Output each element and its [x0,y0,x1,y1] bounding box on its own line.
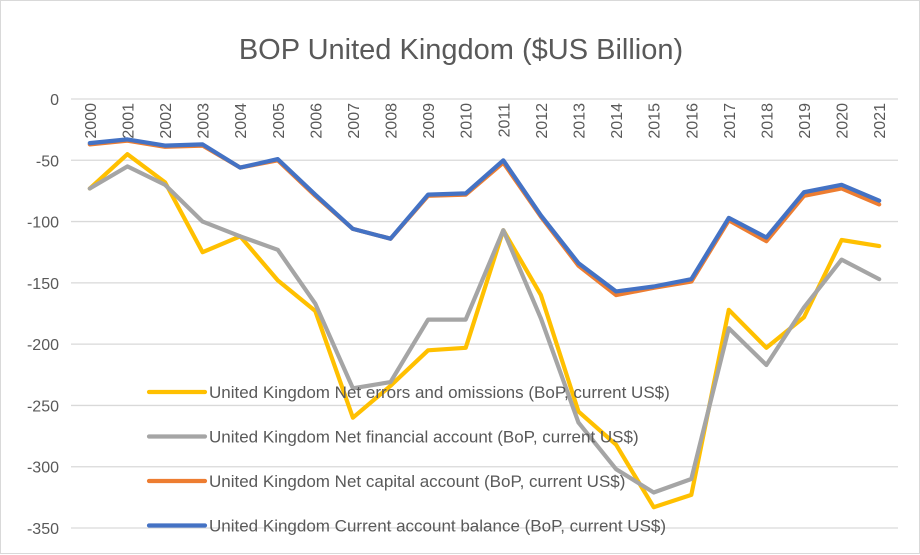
y-tick-label: -350 [27,521,59,538]
x-tick-label: 2017 [722,103,739,139]
legend-label: United Kingdom Net financial account (Bo… [209,428,639,447]
x-axis-ticks: 2000 2001 2002 2003 2004 2005 2006 2007 2008 2009… [83,103,889,139]
x-tick-label: 2015 [647,103,664,139]
y-tick-label: -150 [27,276,59,293]
series-line-3 [90,154,879,507]
x-tick-label: 2016 [684,103,701,139]
x-tick-label: 2014 [609,103,626,139]
x-tick-label: 2021 [872,103,889,139]
series-line-0 [90,139,879,291]
y-tick-label: 0 [50,92,59,109]
x-tick-label: 2010 [459,103,476,139]
chart-title: BOP United Kingdom ($US Billion) [239,34,683,66]
x-tick-label: 2007 [346,103,363,139]
y-axis-ticks: 0 -50 -100 -150 -200 -250 -300 -350 [27,92,59,538]
x-tick-label: 2020 [835,103,852,139]
x-tick-label: 2003 [196,103,213,139]
x-tick-label: 2013 [571,103,588,139]
y-tick-label: -200 [27,337,59,354]
y-tick-label: -100 [27,215,59,232]
gridlines [71,99,898,528]
legend-label: United Kingdom Net capital account (BoP,… [209,472,625,491]
y-tick-label: -250 [27,398,59,415]
y-tick-label: -300 [27,460,59,477]
x-tick-label: 2001 [120,103,137,139]
x-tick-label: 2009 [421,103,438,139]
y-tick-label: -50 [36,153,59,170]
x-tick-label: 2006 [308,103,325,139]
x-tick-label: 2019 [797,103,814,139]
series-lines [90,139,880,507]
x-tick-label: 2008 [384,103,401,139]
x-tick-label: 2002 [158,103,175,139]
legend-label: United Kingdom Current account balance (… [209,517,666,536]
x-tick-label: 2012 [534,103,551,139]
x-tick-label: 2005 [271,103,288,139]
x-tick-label: 2018 [759,103,776,139]
x-tick-label: 2011 [496,103,513,138]
legend-label: United Kingdom Net errors and omissions … [209,383,670,402]
x-tick-label: 2000 [83,103,100,139]
x-tick-label: 2004 [233,103,250,139]
